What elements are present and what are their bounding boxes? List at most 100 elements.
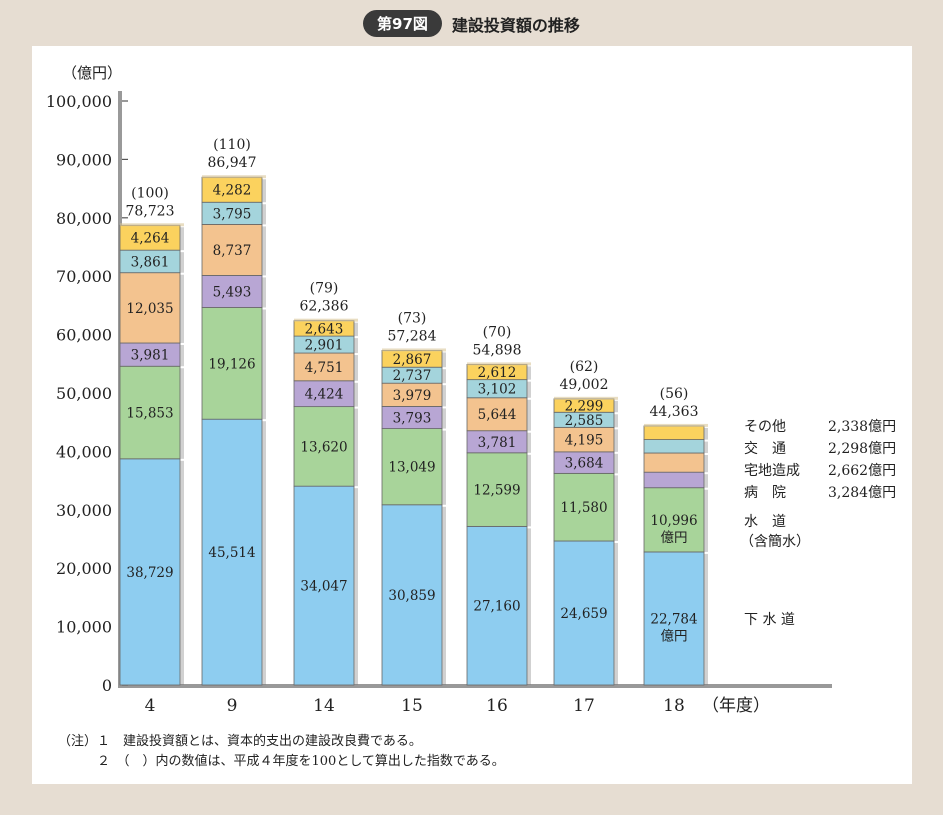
bar-value-label: 2,901 [305, 338, 344, 354]
bar-total-label: 78,723 [126, 203, 175, 219]
bar-index-label: (79) [310, 281, 339, 297]
bar-value-label: 19,126 [208, 356, 255, 372]
bar-value-label: 4,195 [565, 433, 604, 449]
bar-segment-water [293, 406, 355, 487]
bar-top-cap [382, 348, 446, 352]
bar-segment-housing [643, 471, 705, 489]
bar-segment-shade [704, 441, 708, 454]
bar-segment-shade [442, 506, 446, 685]
y-axis-unit-label: （億円） [62, 64, 122, 82]
legend-value-transport: 2,298億円 [828, 441, 896, 457]
bar-top-cap [467, 362, 531, 366]
chart-panel: （億円） 0 10,000 20,000 30,000 40,000 50,000 60,00… [32, 46, 912, 784]
bar-top-cap [294, 318, 358, 322]
bar-segment-housing [293, 380, 355, 408]
bar-segment-shade [704, 455, 708, 473]
bar-segment-shade [354, 322, 358, 337]
bar-total-label: 62,386 [300, 299, 349, 315]
bar-value-label: 12,035 [126, 301, 173, 317]
bar-segment-shade [262, 277, 266, 308]
bar-value-label: 3,795 [213, 206, 252, 222]
bar-value-label: 2,585 [565, 413, 604, 429]
bar-value-label: 24,659 [560, 606, 607, 622]
legend-label-water: 水 道 [744, 514, 786, 530]
bar-segment-shade [354, 338, 358, 354]
y-tick-label: 50,000 [56, 384, 112, 403]
bar-value-label: 13,049 [388, 460, 435, 476]
figure-number-badge: 第97図 [363, 10, 442, 37]
bar-top-cap [644, 423, 708, 427]
legend-label-other: その他 [744, 419, 786, 435]
x-tick-label: 16 [486, 696, 508, 716]
bar-segment-shade [354, 355, 358, 381]
bar-total-label: 49,002 [560, 377, 609, 393]
bar-segment-sewer [466, 525, 528, 686]
x-tick-label: 9 [227, 696, 238, 716]
x-tick-label: 4 [145, 696, 156, 716]
y-tick-label: 100,000 [46, 92, 112, 111]
bar-segment-hospital [466, 397, 528, 432]
x-tick-label: 18 [663, 696, 685, 716]
bar-segment-shade [262, 309, 266, 420]
bar-index-label: (62) [570, 359, 599, 375]
bar-segment-housing [201, 275, 263, 308]
bar-value-label: 2,737 [393, 368, 432, 384]
y-tick-label: 70,000 [56, 267, 112, 286]
bar-segment-shade [262, 179, 266, 203]
bar-segment-transport [643, 439, 705, 454]
x-tick-label: 17 [573, 696, 595, 716]
bar-value-label: 22,784 [650, 611, 697, 627]
y-tick-label: 30,000 [56, 501, 112, 520]
bar-segment-shade [614, 453, 618, 474]
footnote-2: ２ （ ）内の数値は、平成４年度を100として算出した指数である。 [58, 754, 505, 769]
bar-segment-shade [614, 429, 618, 452]
bar-index-label: (100) [131, 185, 169, 201]
bar-value-label: 3,979 [393, 388, 432, 404]
bar-segment-shade [442, 369, 446, 384]
bar-segment-water [119, 365, 181, 460]
bar-segment-water [381, 428, 443, 506]
bar-segment-shade [527, 454, 531, 527]
bar-segment-shade [180, 252, 184, 273]
stacked-bar-chart: （億円） 0 10,000 20,000 30,000 40,000 50,000 60,00… [46, 64, 896, 716]
legend-label-transport: 交 通 [744, 440, 786, 457]
bar-value-label: 27,160 [473, 599, 520, 615]
bar-index-label: (56) [660, 386, 689, 402]
bar-top-cap [554, 396, 618, 400]
figure-title: 建設投資額の推移 [451, 15, 580, 35]
bar-value-label: 11,580 [560, 500, 607, 516]
bar-segment-shade [180, 368, 184, 459]
x-axis-unit-label: （年度） [702, 696, 770, 716]
bar-segment-hospital [293, 352, 355, 382]
y-tick-label: 90,000 [56, 150, 112, 169]
bar-segment-shade [180, 460, 184, 685]
bar-value-label: 38,729 [126, 565, 173, 581]
bar-segment-shade [527, 366, 531, 380]
bar-segment-hospital [119, 272, 181, 344]
bar-value-unit-label: 億円 [661, 530, 688, 546]
bar-segment-shade [527, 528, 531, 685]
bar-value-label: 3,861 [131, 254, 170, 270]
bar-segment-shade [442, 352, 446, 368]
bar-segment-water [466, 452, 528, 527]
bar-segment-shade [354, 408, 358, 487]
bar-segment-shade [262, 204, 266, 225]
bar-segment-other [119, 224, 181, 251]
bar-segment-shade [527, 381, 531, 398]
x-tick-label: 14 [313, 696, 335, 716]
bar-segment-shade [614, 414, 618, 428]
bar-segment-shade [180, 274, 184, 343]
legend-label-water-note: （含簡水） [740, 534, 810, 550]
bar-segment-shade [704, 474, 708, 488]
y-tick-label: 10,000 [56, 618, 112, 637]
bar-value-label: 5,493 [213, 284, 252, 300]
bar-value-label: 5,644 [478, 407, 517, 423]
y-tick-label: 0 [102, 676, 112, 695]
bar-value-label: 2,643 [305, 321, 344, 337]
bar-segment-shade [262, 421, 266, 685]
bar-value-unit-label: 億円 [661, 628, 688, 644]
y-tick-label: 60,000 [56, 326, 112, 345]
bar-segment-shade [527, 432, 531, 453]
bar-value-label: 3,981 [131, 348, 170, 364]
bar-segment-shade [527, 399, 531, 431]
